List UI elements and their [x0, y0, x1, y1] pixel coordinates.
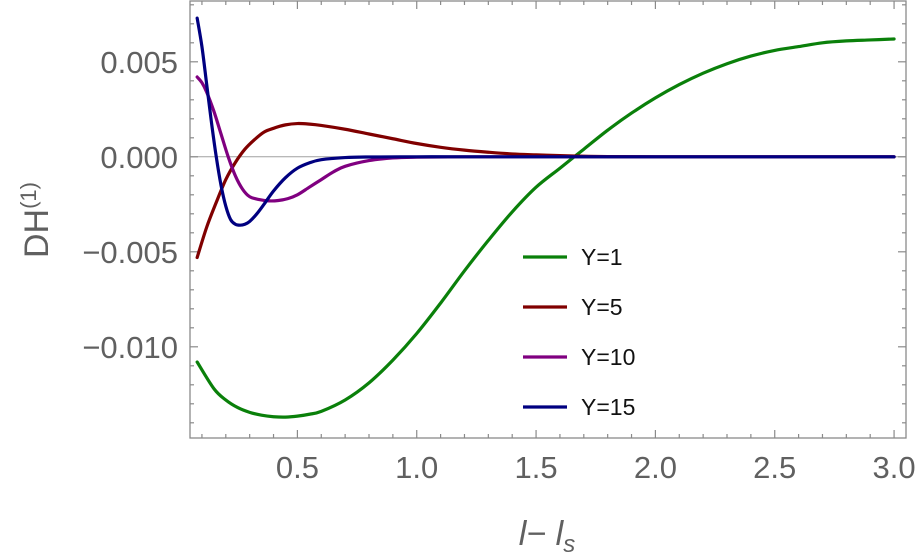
- legend-label: Y=5: [581, 294, 623, 320]
- y-axis-label: DH(1): [16, 182, 56, 258]
- x-tick-label: 0.5: [276, 450, 319, 485]
- x-tick-label: 1.5: [515, 450, 558, 485]
- x-tick-label: 2.5: [753, 450, 796, 485]
- x-axis-label-main: l− l: [519, 515, 565, 553]
- series-line-y-15: [195, 16, 896, 227]
- series-line-y-10: [195, 75, 896, 203]
- y-tick-label: 0.000: [100, 140, 178, 175]
- x-tick-label: 2.0: [634, 450, 677, 485]
- x-tick-label: 3.0: [873, 450, 916, 485]
- x-tick-label: 1.0: [395, 450, 438, 485]
- legend-label: Y=15: [581, 394, 635, 420]
- x-axis-label-sub: s: [563, 531, 575, 558]
- y-axis-label-main: DH: [18, 209, 56, 258]
- y-tick-label: 0.005: [100, 45, 178, 80]
- legend-label: Y=10: [581, 344, 635, 370]
- plot-frame: [189, 0, 907, 439]
- axis-ticks: [190, 1, 906, 438]
- legend-label: Y=1: [581, 244, 623, 270]
- x-axis-label: l− ls: [519, 515, 575, 558]
- y-axis-label-sup: (1): [16, 182, 41, 209]
- series-lines: [195, 16, 896, 419]
- y-tick-label: −0.005: [82, 235, 178, 270]
- tick-labels: 0.5 1.0 1.5 2.0 2.5 3.0 0.005 0.000 −0.005 −0.010: [82, 45, 915, 485]
- y-tick-label: −0.010: [82, 330, 178, 365]
- legend: Y=1 Y=5 Y=10 Y=15: [523, 244, 635, 420]
- series-line-y-1: [195, 37, 896, 419]
